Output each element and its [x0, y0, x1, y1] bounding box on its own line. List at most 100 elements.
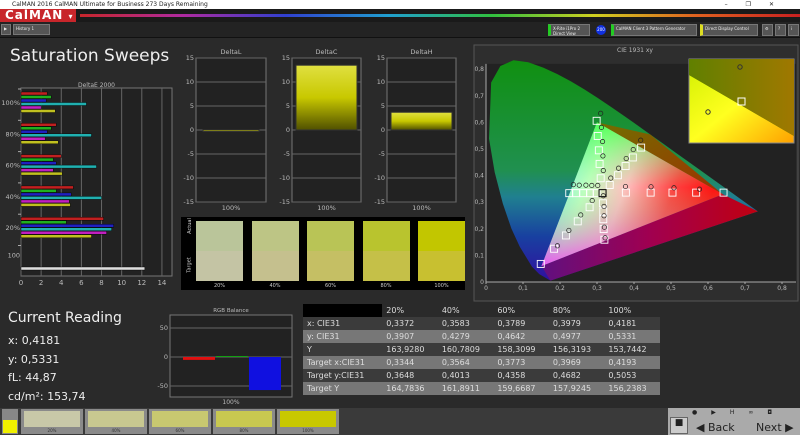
settings-icon[interactable]: ⚙ — [762, 24, 773, 36]
pattern-generator-select[interactable]: CalMAN Client 3 Pattern Generator — [611, 24, 697, 36]
display-control-select[interactable]: Direct Display Control — [700, 24, 758, 36]
table-cell: 0,4181 — [604, 317, 660, 330]
target-marker — [550, 244, 559, 253]
target-marker — [692, 188, 701, 197]
swatch-label: 80% — [380, 283, 392, 289]
logo-menu-icon[interactable]: ▾ — [68, 12, 74, 21]
patch-20%[interactable]: 20% — [21, 409, 83, 434]
y-tick-label: 40% — [6, 193, 20, 201]
delta-bar — [390, 111, 453, 131]
y-tick-label: 5 — [190, 102, 194, 110]
rgb-bar — [183, 357, 215, 360]
target-marker — [600, 235, 609, 244]
y-tick-label: -50 — [157, 382, 168, 390]
table-row: y: CIE31 0,3907 0,4279 0,4642 0,4977 0,5331 — [303, 330, 660, 343]
table-cell: 0,4358 — [493, 369, 549, 382]
measured-point — [578, 212, 584, 218]
deltae-bar — [20, 102, 87, 106]
chart-title: CIE 1931 xy — [617, 47, 653, 54]
deltae-bar — [20, 266, 146, 271]
measured-point — [601, 224, 607, 230]
y-tick-label: -15 — [374, 198, 385, 206]
current-reading: x: 0,4181 y: 0,5331 fL: 44,87 cd/m²: 153… — [8, 332, 86, 406]
y-tick-label: 60% — [6, 162, 20, 170]
table-cell: 158,3099 — [493, 343, 549, 356]
playback-controls[interactable]: ●▶H∞◘ — [692, 409, 787, 416]
source-meter-select[interactable]: X-Rite i1Pro 2 Direct View — [548, 24, 590, 36]
current-reading-title: Current Reading — [8, 310, 122, 326]
tab-history[interactable]: History 1 — [13, 24, 50, 35]
y-tick-label: 0 — [381, 126, 385, 134]
deltae-bar — [20, 189, 57, 193]
measured-point — [616, 165, 622, 171]
table-cell: x: CIE31 — [303, 317, 383, 330]
minimize-button[interactable]: – — [724, 1, 746, 8]
close-button[interactable]: ✕ — [768, 1, 792, 8]
help-icon[interactable]: ? — [775, 24, 786, 36]
y-tick-label: 10 — [282, 78, 290, 86]
badge[interactable]: 200 — [596, 25, 606, 35]
x-tick-label: 12 — [137, 279, 146, 287]
measured-point — [696, 186, 703, 192]
chart-title: DeltaE 2000 — [78, 82, 115, 89]
deltae-bar — [20, 161, 57, 165]
x-tick-label: 100% — [222, 204, 241, 212]
play-icon[interactable]: ▶ — [1, 24, 11, 35]
x-tick-label: 0,8 — [777, 285, 787, 292]
patch-40%[interactable]: 40% — [85, 409, 147, 434]
chart-title: DeltaL — [221, 48, 242, 56]
y-tick-label: 15 — [282, 54, 290, 62]
back-button[interactable]: ◀ Back — [696, 421, 735, 434]
x-tick-label: 4 — [59, 279, 64, 287]
table-cell: y: CIE31 — [303, 330, 383, 343]
target-marker — [599, 225, 608, 234]
target-marker — [719, 188, 728, 197]
x-tick-label: 14 — [157, 279, 166, 287]
swatch-20%: 20% — [196, 221, 243, 289]
table-cell: 159,6687 — [493, 382, 549, 395]
swatch-panel: Actual Target 20% 40% 60% 80% 100% — [181, 217, 465, 290]
target-marker — [585, 203, 594, 212]
data-table: 20% 40% 60% 80% 100% x: CIE31 0,3372 0,3583 0,37… — [303, 304, 660, 395]
measured-point — [589, 182, 595, 188]
y-tick-label: 5 — [381, 102, 385, 110]
deltae-bar — [20, 123, 57, 127]
measured-point — [598, 124, 604, 131]
y-tick-label: 0 — [286, 126, 290, 134]
patch-80%[interactable]: 80% — [213, 409, 275, 434]
delta-bar — [202, 129, 260, 132]
maximize-button[interactable]: ❐ — [745, 1, 769, 8]
table-cell: Target y:CIE31 — [303, 369, 383, 382]
deltae-bar — [20, 109, 56, 113]
stop-button[interactable]: ■ — [670, 417, 688, 434]
swatch-label: 100% — [434, 283, 449, 289]
patch-100%[interactable]: 100% — [277, 409, 339, 434]
deltae-bar — [20, 203, 71, 207]
source-label: Direct Display Control — [705, 26, 749, 31]
page-title: Saturation Sweeps — [10, 46, 170, 66]
table-cell: 0,3372 — [382, 317, 438, 330]
rgb-bar — [216, 356, 248, 357]
deltae-bar — [20, 216, 104, 221]
deltae-bar — [20, 95, 52, 99]
y-tick-label: 50 — [160, 324, 168, 332]
table-cell: 0,4193 — [604, 356, 660, 369]
table-cell: 0,3648 — [382, 369, 438, 382]
window-controls[interactable]: –❐✕ — [725, 0, 792, 9]
inset-target-marker — [737, 97, 746, 106]
deltae-plot — [20, 87, 173, 277]
table-cell: 0,3344 — [382, 356, 438, 369]
measured-point — [595, 182, 601, 188]
target-marker — [621, 188, 630, 197]
table-cell: 164,7836 — [382, 382, 438, 395]
white-target-marker — [598, 189, 607, 198]
swatch-100%: 100% — [418, 221, 465, 289]
measured-point — [623, 155, 629, 162]
info-icon[interactable]: i — [788, 24, 799, 36]
deltae-bar — [20, 98, 47, 103]
measured-point — [566, 227, 572, 233]
next-button[interactable]: Next ▶ — [756, 421, 794, 434]
patch-60%[interactable]: 60% — [149, 409, 211, 434]
measured-point — [638, 137, 644, 143]
app-logo[interactable]: CalMAN ▾ — [0, 9, 76, 22]
